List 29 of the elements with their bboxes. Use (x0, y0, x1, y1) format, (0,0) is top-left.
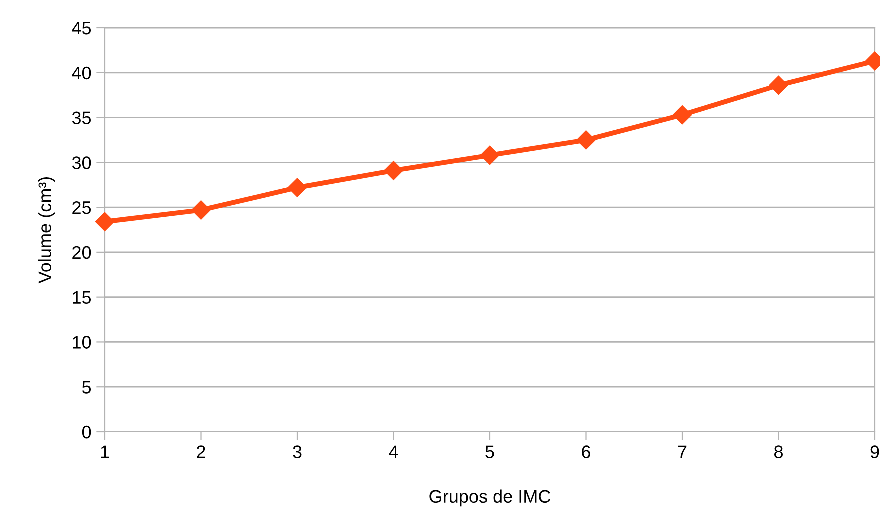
y-tick-label: 10 (73, 336, 92, 349)
x-tick-label: 4 (389, 446, 398, 458)
y-tick-label: 40 (72, 66, 92, 80)
y-tick-label: 20 (72, 246, 92, 260)
x-axis-title: Grupos de IMC (430, 490, 551, 507)
x-tick-label: 6 (582, 446, 590, 458)
x-tick-label: 5 (486, 446, 494, 458)
y-tick-label: 5 (82, 381, 92, 394)
y-tick-label: 45 (72, 22, 92, 35)
x-tick-label: 3 (293, 446, 302, 458)
point (95, 212, 115, 232)
y-tick-label: 25 (72, 201, 92, 214)
x-tick-label: 8 (774, 446, 783, 458)
x-tick-label: 2 (197, 446, 206, 458)
y-tick-label: 30 (72, 156, 92, 170)
x-tick-label: 1 (101, 446, 110, 458)
y-axis-title: Volume (cm³) (38, 177, 56, 284)
point (769, 76, 788, 95)
y-tick-label: 0 (82, 426, 92, 439)
point (288, 178, 308, 198)
point (480, 146, 500, 166)
point (384, 161, 404, 180)
point (672, 106, 692, 125)
point (192, 200, 211, 220)
x-tick-label: 7 (678, 446, 687, 458)
x-tick-label: 9 (870, 446, 880, 458)
y-tick-label: 15 (73, 291, 92, 304)
point (576, 130, 596, 150)
y-tick-label: 35 (72, 112, 92, 124)
